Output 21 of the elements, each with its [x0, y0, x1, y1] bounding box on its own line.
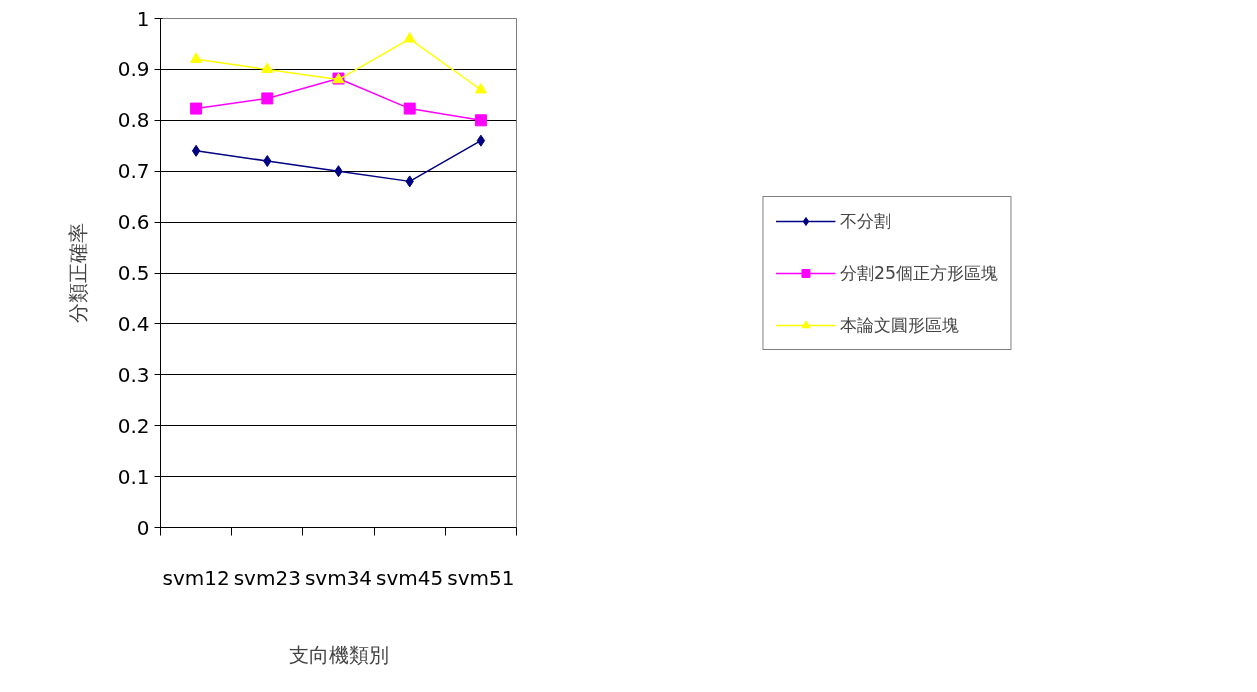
y-tick-label: 1	[136, 6, 150, 31]
x-axis-title: 支向機類別	[288, 642, 389, 667]
x-tick-label: svm34	[304, 565, 373, 590]
y-tick-label: 0.4	[117, 311, 150, 336]
x-tick-label: svm51	[447, 565, 515, 590]
x-tick-label: svm12	[162, 565, 230, 590]
y-tick-label: 0.5	[117, 261, 150, 285]
y-tick-label: 0.7	[117, 159, 150, 184]
legend-label: 不分割	[839, 209, 891, 233]
y-tick-label: 0.1	[117, 464, 150, 489]
y-tick-label: 0.8	[117, 108, 150, 133]
y-axis-title: 分類正確率	[65, 223, 90, 323]
y-tick-label: 0.6	[117, 210, 150, 235]
y-tick-label: 0.2	[117, 413, 150, 438]
x-tick-label: svm23	[233, 565, 301, 590]
y-tick-label: 0	[136, 515, 150, 540]
legend-label: 本論文圓形區塊	[839, 313, 959, 337]
x-tick-label: svm45	[376, 565, 444, 590]
y-tick-label: 0.3	[117, 362, 150, 387]
legend-label: 分割25個正方形區塊	[839, 261, 999, 285]
y-tick-label: 0.9	[117, 57, 150, 82]
